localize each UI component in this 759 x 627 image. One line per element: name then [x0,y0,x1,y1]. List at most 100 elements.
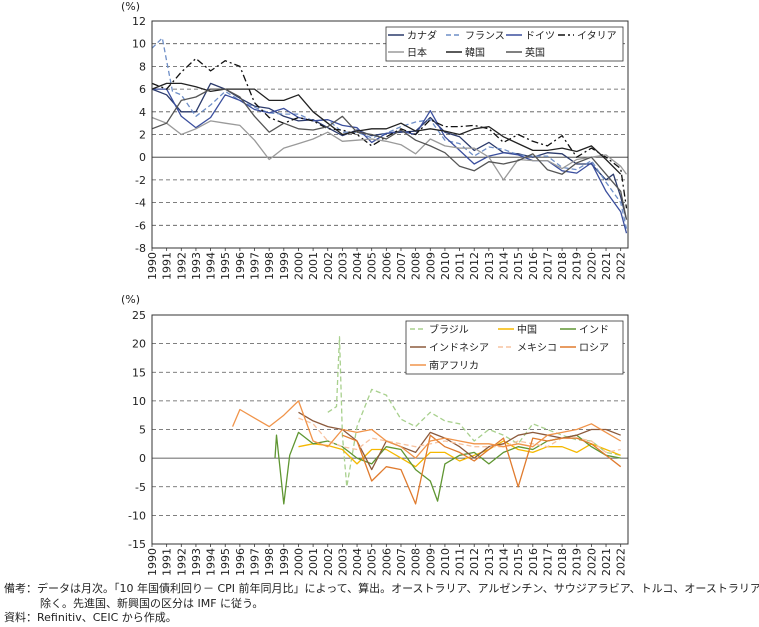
x-tick-label: 2011 [454,548,467,576]
x-tick-label: 1991 [161,548,174,576]
x-tick-label: 1992 [175,252,188,280]
y-tick: 2 [139,129,146,142]
x-tick-label: 1998 [263,252,276,280]
x-tick-label: 2011 [454,252,467,280]
x-tick-label: 2019 [571,548,584,576]
chart2-series [232,336,622,505]
legend-label: ブラジル [429,323,469,336]
chart2-x-axis: 1990 1991 1992 1993 1994 1995 1996 1997 1998 1999… [146,544,628,576]
x-tick-label: 2003 [336,548,349,576]
x-tick-label: 1993 [190,548,203,576]
series-line-3 [274,431,621,505]
x-tick-label: 2017 [541,252,554,280]
x-tick-label: 1995 [219,548,232,576]
series-line-2 [298,440,621,468]
legend-label: インドネシア [429,342,489,354]
x-tick-label: 2014 [498,548,511,576]
x-tick-label: 2003 [336,252,349,280]
x-tick-label: 2013 [483,548,496,576]
y-tick: 15 [132,366,146,379]
y-tick: -15 [128,538,146,551]
x-tick-label: 1991 [161,252,174,280]
series-line-3 [152,88,628,234]
x-tick-label: 1990 [146,252,159,280]
x-tick-label: 1992 [175,548,188,576]
x-tick-label: 2016 [527,548,540,576]
x-tick-label: 2008 [410,252,423,280]
x-tick-label: 2012 [468,548,481,576]
y-tick: -2 [135,174,146,187]
note-remarks-continued: 除く。先進国、新興国の区分は IMF に従う。 [40,596,264,610]
x-tick-label: 2021 [600,548,613,576]
y-tick: -5 [135,481,146,494]
x-tick-label: 2005 [366,548,379,576]
chart1-legend: カナダ フランス ドイツ イタリア 日本 韓国 英国 [385,26,624,62]
y-tick: 0 [139,151,146,164]
x-tick-label: 2007 [395,252,408,280]
x-tick-label: 1996 [234,252,247,280]
series-line-4 [151,57,628,209]
x-tick-label: 1997 [249,252,262,280]
series-line-1 [327,336,621,488]
chart2-legend-box [405,320,624,375]
x-tick-label: 2006 [380,548,393,576]
series-line-6 [342,434,622,505]
footnotes: 備考：データは月次。「10 年国債利回り－ CPI 前年同月比」によって、算出。… [4,582,759,626]
chart2-unit-label: (%) [121,293,140,306]
chart2-y-axis: 25 20 15 10 5 0 -5 -10 -15 [128,309,146,551]
x-tick-label: 2002 [322,548,335,576]
legend-label: 韓国 [465,47,485,59]
x-tick-label: 1994 [205,252,218,280]
x-tick-label: 2000 [292,252,305,280]
x-tick-label: 2002 [322,252,335,280]
chart1-y-axis: 12 10 8 6 4 2 0 -2 -4 -6 -8 [132,15,146,255]
x-tick-label: 2010 [439,548,452,576]
legend-label: インド [579,325,609,336]
x-tick-label: 2018 [556,548,569,576]
legend-label: カナダ [407,29,437,42]
chart1-series [151,37,628,234]
x-tick-label: 2013 [483,252,496,280]
chart-emerging: (%) 25 20 15 10 5 0 -5 -10 -15 1990 1991 1… [121,293,629,576]
x-tick-label: 2006 [380,252,393,280]
x-tick-label: 2015 [512,252,525,280]
x-tick-label: 2021 [600,252,613,280]
x-tick-label: 2019 [571,252,584,280]
legend-label: 日本 [407,46,427,59]
legend-label: メキシコ [517,343,557,354]
y-tick: 6 [139,83,146,96]
x-tick-label: 2016 [527,252,540,280]
y-tick: 12 [132,15,146,28]
x-tick-label: 1998 [263,548,276,576]
note-remarks: 備考：データは月次。「10 年国債利回り－ CPI 前年同月比」によって、算出。… [4,582,759,595]
x-tick-label: 1997 [249,548,262,576]
y-tick: -4 [135,197,146,210]
chart1-plot-frame [151,20,629,249]
y-tick: 8 [139,60,146,73]
y-tick: 10 [132,38,146,51]
x-tick-label: 2018 [556,252,569,280]
y-tick: 20 [132,338,146,351]
chart2-plot-frame [151,314,629,545]
y-tick: 0 [139,452,146,465]
series-line-7 [232,400,622,459]
y-tick: 25 [132,309,146,322]
x-tick-label: 2009 [424,252,437,280]
x-tick-label: 2022 [615,548,628,576]
x-tick-label: 1999 [278,252,291,280]
series-line-5 [151,116,628,181]
y-tick: 5 [139,424,146,437]
chart1-unit-label: (%) [121,0,140,13]
series-line-7 [151,88,628,220]
x-tick-label: 2004 [351,548,364,576]
note-source: 資料：Refinitiv、CEIC から作成。 [4,611,177,624]
series-line-6 [151,82,622,175]
x-tick-label: 2014 [498,252,511,280]
x-tick-label: 2004 [351,252,364,280]
series-line-4 [298,411,621,471]
x-tick-label: 2007 [395,548,408,576]
y-tick: -10 [128,509,146,522]
series-line-1 [151,82,628,220]
x-tick-label: 2020 [585,548,598,576]
chart2-legend: ブラジル 中国 インド インドネシア メキシコ ロシア 南アフリカ [405,320,624,375]
